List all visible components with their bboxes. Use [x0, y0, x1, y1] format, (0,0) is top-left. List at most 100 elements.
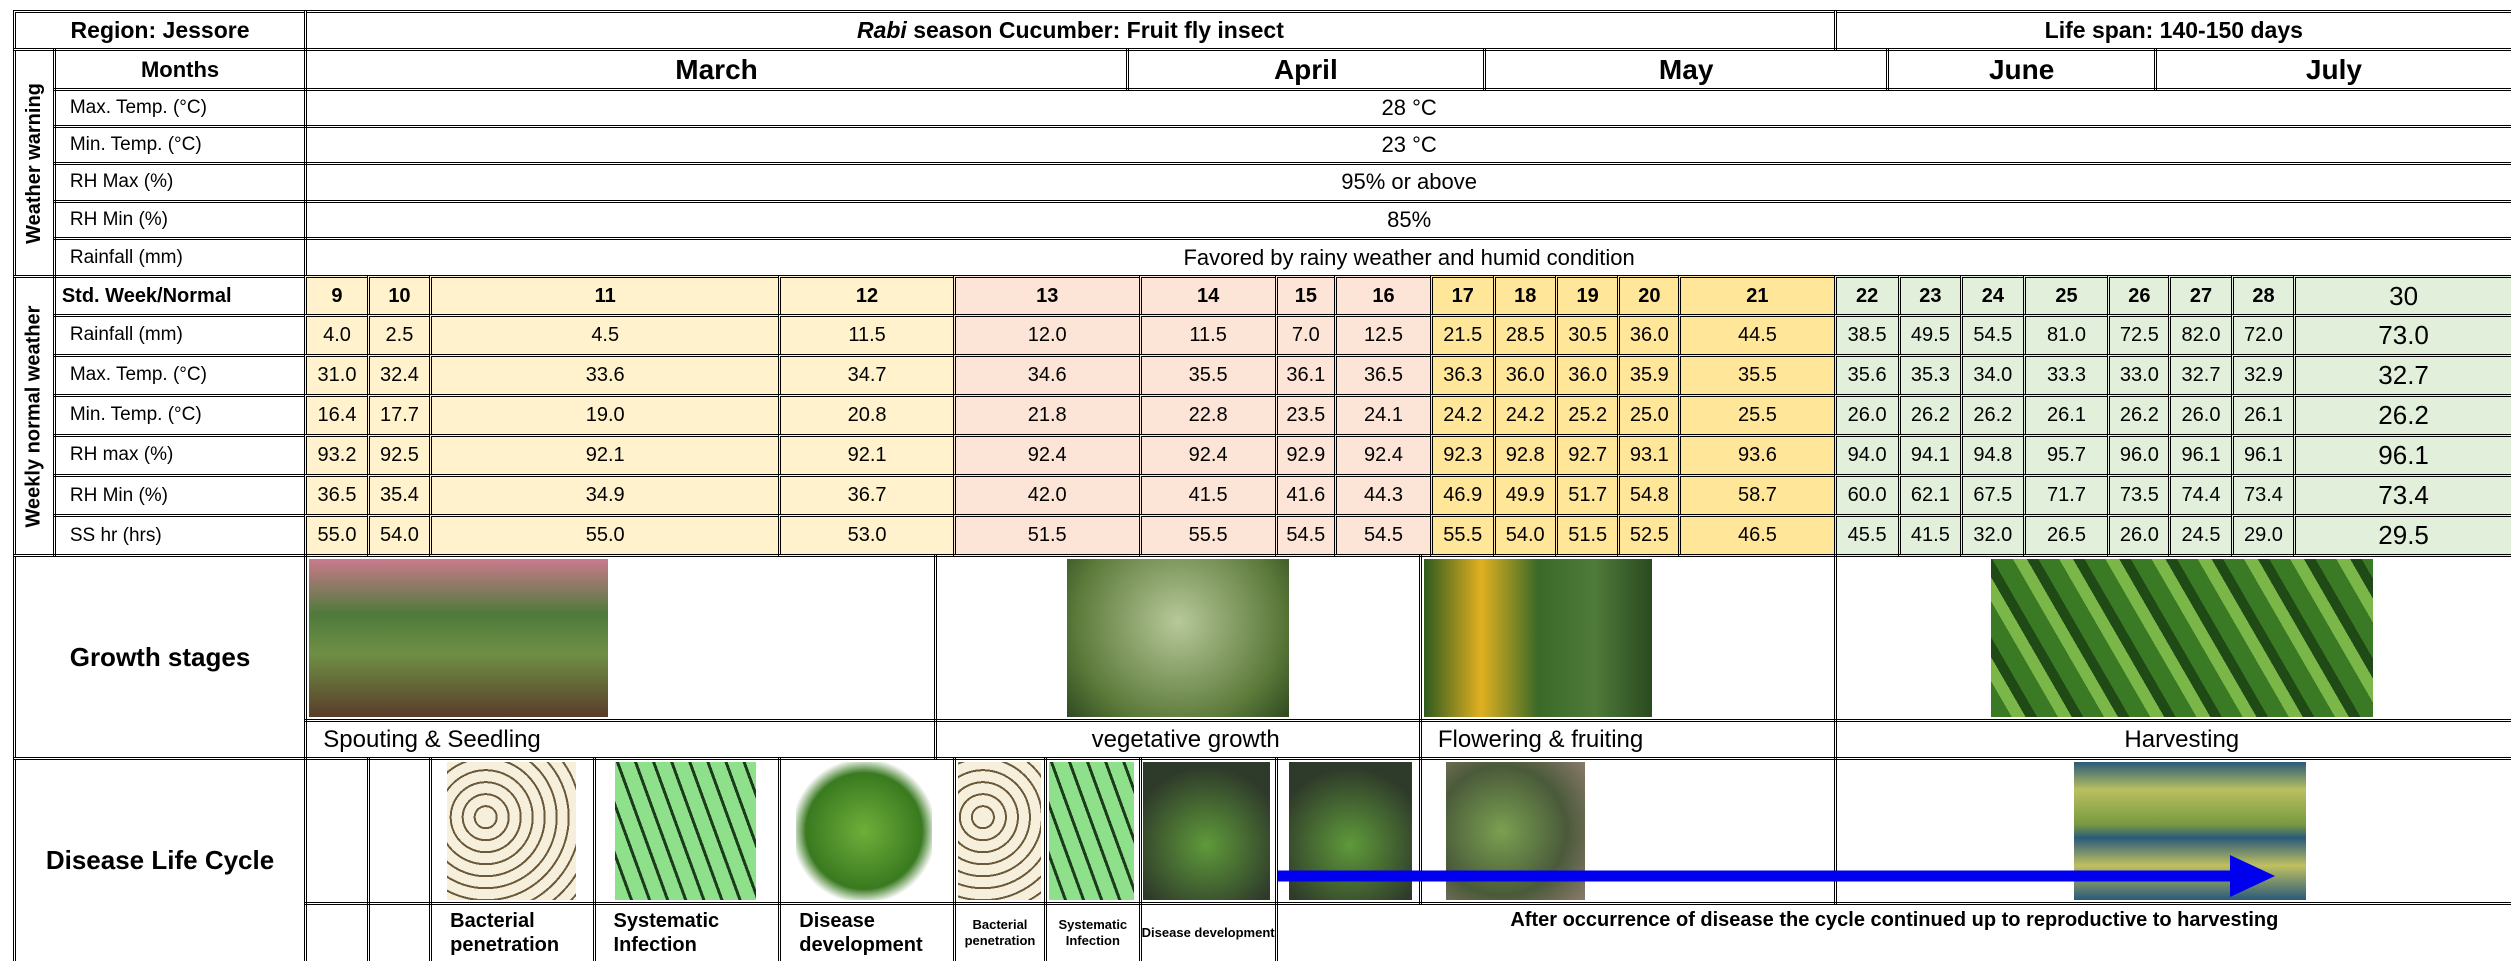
value-cell: 51.7: [1555, 474, 1620, 517]
value-cell: 55.5: [1139, 514, 1278, 557]
value-cell: 82.0: [2168, 314, 2233, 357]
week-cell: 24: [1960, 275, 2025, 316]
photo: [796, 762, 932, 900]
value-cell: 36.7: [778, 474, 956, 517]
value-cell: 24.1: [1334, 394, 1433, 437]
step-label: Disease development: [1139, 902, 1278, 961]
value-cell: 49.9: [1493, 474, 1558, 517]
value-cell: 26.0: [2168, 394, 2233, 437]
title-italic: Rabi: [857, 17, 907, 44]
value-cell: 2.5: [367, 314, 432, 357]
value-cell: 35.4: [367, 474, 432, 517]
week-cell: 11: [429, 275, 781, 316]
value-cell: 24.5: [2168, 514, 2233, 557]
value-cell: 51.5: [1555, 514, 1620, 557]
value-cell: 60.0: [1834, 474, 1901, 517]
value-cell: 33.6: [429, 354, 781, 397]
photo: [1049, 762, 1134, 900]
value-cell: 28.5: [1493, 314, 1558, 357]
value-cell: 33.3: [2023, 354, 2111, 397]
row-label: RH Min (%): [53, 200, 307, 240]
value-cell: 41.5: [1898, 514, 1963, 557]
value-cell: 36.5: [1334, 354, 1433, 397]
value-cell: 19.0: [429, 394, 781, 437]
empty-cell: [367, 902, 432, 961]
value-cell: 55.0: [304, 514, 369, 557]
week-cell: 26: [2107, 275, 2171, 316]
value-cell: 26.2: [1960, 394, 2025, 437]
week-cell: 19: [1555, 275, 1620, 316]
value-cell: 74.4: [2168, 474, 2233, 517]
row-label: SS hr (hrs): [53, 514, 307, 557]
row-label: Std. Week/Normal: [53, 275, 307, 316]
value-cell: 32.4: [367, 354, 432, 397]
row-label: Max. Temp. (°C): [53, 88, 307, 128]
value-cell: 26.2: [2293, 394, 2511, 437]
value-cell: 92.7: [1555, 434, 1620, 477]
value-cell: 26.2: [1898, 394, 1963, 437]
step-label: Disease development: [778, 902, 956, 961]
value-cell: 34.6: [953, 354, 1142, 397]
value-cell: 92.4: [1139, 434, 1278, 477]
photo: [1991, 559, 2374, 717]
value-cell: 17.7: [367, 394, 432, 437]
value-cell: 93.1: [1617, 434, 1681, 477]
value-cell: 93.6: [1678, 434, 1836, 477]
value-cell: 36.0: [1493, 354, 1558, 397]
side-label: Weather warning: [23, 83, 46, 244]
value-cell: 62.1: [1898, 474, 1963, 517]
week-cell: 22: [1834, 275, 1901, 316]
photo: [447, 762, 577, 900]
title-cell: Rabi season Cucumber: Fruit fly insect: [304, 10, 1836, 51]
value-cell: 36.5: [304, 474, 369, 517]
value-cell: 51.5: [953, 514, 1142, 557]
step-label: Systematic Infection: [593, 902, 782, 961]
value-cell: 73.0: [2293, 314, 2511, 357]
photo: [1143, 762, 1269, 900]
value-cell: 26.1: [2231, 394, 2296, 437]
photo: [309, 559, 608, 717]
value-cell: 24.2: [1430, 394, 1495, 437]
value-cell: 55.0: [429, 514, 781, 557]
value-cell: 54.5: [1334, 514, 1433, 557]
value-cell: 32.0: [1960, 514, 2025, 557]
value-cell: 36.3: [1430, 354, 1495, 397]
value-cell: 21.5: [1430, 314, 1495, 357]
value-cell: 30.5: [1555, 314, 1620, 357]
value-cell: 11.5: [1139, 314, 1278, 357]
month-cell: July: [2154, 48, 2511, 91]
value-cell: 94.0: [1834, 434, 1901, 477]
side-label-cell: Weather warning: [13, 48, 56, 278]
value-cell: 46.9: [1430, 474, 1495, 517]
value-cell: 96.1: [2293, 434, 2511, 477]
value-cell: 67.5: [1960, 474, 2025, 517]
value-cell: 36.0: [1617, 314, 1681, 357]
value-cell: 25.5: [1678, 394, 1836, 437]
week-cell: 9: [304, 275, 369, 316]
value-cell: 34.7: [778, 354, 956, 397]
value-cell: 35.3: [1898, 354, 1963, 397]
empty-cell: [367, 757, 432, 904]
row-label: Max. Temp. (°C): [53, 354, 307, 397]
photo: [1424, 559, 1653, 717]
value-cell: 34.9: [429, 474, 781, 517]
value-cell: 53.0: [778, 514, 956, 557]
value-cell: 20.8: [778, 394, 956, 437]
disease-label: Disease Life Cycle: [13, 757, 307, 961]
value-cell: 92.5: [367, 434, 432, 477]
value-cell: 55.5: [1430, 514, 1495, 557]
row-label: RH Min (%): [53, 474, 307, 517]
value-cell: 12.5: [1334, 314, 1433, 357]
stage-label: vegetative growth: [934, 719, 1422, 760]
value-cell: 73.4: [2293, 474, 2511, 517]
week-cell: 16: [1334, 275, 1433, 316]
step-label: Bacterial penetration: [429, 902, 595, 961]
life-span-cell: Life span: 140-150 days: [1834, 10, 2511, 51]
value-cell: 54.8: [1617, 474, 1681, 517]
value-cell: 54.5: [1275, 514, 1337, 557]
value-cell: 4.5: [429, 314, 781, 357]
value-cell: 29.5: [2293, 514, 2511, 557]
value-cell: 35.5: [1678, 354, 1836, 397]
warning-value: 95% or above: [304, 162, 2511, 203]
value-cell: 92.1: [429, 434, 781, 477]
